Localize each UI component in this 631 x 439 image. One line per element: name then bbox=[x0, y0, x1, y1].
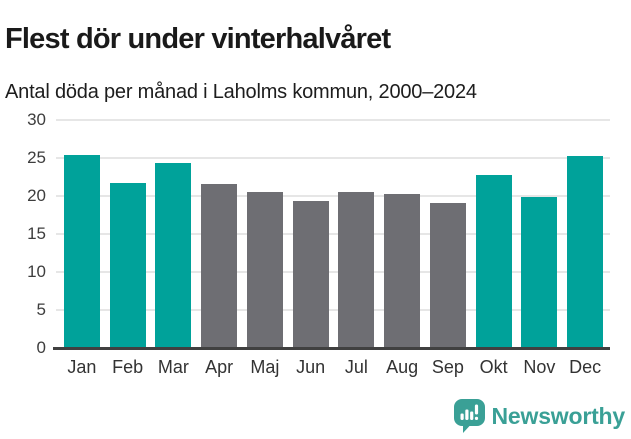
bar-jul bbox=[338, 192, 375, 348]
y-tick-label-25: 25 bbox=[27, 148, 46, 167]
bar-slot-dec bbox=[562, 120, 608, 348]
y-tick-label-10: 10 bbox=[27, 262, 46, 281]
x-tick-label-jun: Jun bbox=[296, 357, 326, 377]
bar-mar bbox=[155, 163, 192, 348]
bar-sep bbox=[429, 202, 466, 348]
y-tick-label-30: 30 bbox=[27, 110, 46, 129]
bar-jun bbox=[292, 201, 329, 348]
gridline-15 bbox=[56, 233, 610, 235]
x-axis-line bbox=[53, 347, 610, 350]
x-tick-label-dec: Dec bbox=[569, 357, 602, 377]
x-tick-label-okt: Okt bbox=[479, 357, 508, 377]
gridline-30 bbox=[56, 119, 610, 121]
x-tick-label-aug: Aug bbox=[386, 357, 419, 377]
newsworthy-wordmark: Newsworthy bbox=[491, 402, 626, 429]
x-tick-label-maj: Maj bbox=[250, 357, 280, 377]
y-tick-label-15: 15 bbox=[27, 224, 46, 243]
gridline-10 bbox=[56, 271, 610, 273]
bar-series bbox=[59, 120, 608, 348]
y-tick-label-20: 20 bbox=[27, 186, 46, 205]
gridline-20 bbox=[56, 195, 610, 197]
chart-title: Flest dör under vinterhalvåret bbox=[5, 23, 391, 56]
y-tick-label-0: 0 bbox=[36, 338, 46, 357]
x-tick-label-feb: Feb bbox=[112, 357, 144, 377]
bar-slot-apr bbox=[196, 120, 242, 348]
gridline-5 bbox=[56, 309, 610, 311]
bar-chart-speech-bubble-icon bbox=[453, 399, 485, 433]
x-tick-label-jul: Jul bbox=[344, 357, 368, 377]
bar-jan bbox=[63, 154, 100, 348]
x-tick-label-jan: Jan bbox=[67, 357, 97, 377]
x-axis-tick-labels: Jan Feb Mar Apr Maj Jun Jul Aug Sep Okt Nov Dec bbox=[59, 357, 608, 378]
x-tick-label-sep: Sep bbox=[431, 357, 464, 377]
bar-slot-okt bbox=[471, 120, 517, 348]
y-tick-label-5: 5 bbox=[36, 300, 46, 319]
x-tick-label-nov: Nov bbox=[523, 357, 556, 377]
bar-slot-jan bbox=[59, 120, 105, 348]
bar-slot-nov bbox=[517, 120, 563, 348]
x-tick-label-apr: Apr bbox=[205, 357, 234, 377]
gridline-25 bbox=[56, 157, 610, 159]
bar-feb bbox=[109, 183, 146, 348]
bar-okt bbox=[475, 175, 512, 348]
bar-slot-sep bbox=[425, 120, 471, 348]
chart-subtitle: Antal döda per månad i Laholms kommun, 2… bbox=[5, 81, 477, 103]
bar-slot-aug bbox=[379, 120, 425, 348]
bar-slot-mar bbox=[151, 120, 197, 348]
bar-slot-feb bbox=[105, 120, 151, 348]
bar-slot-jun bbox=[288, 120, 334, 348]
bar-maj bbox=[246, 192, 283, 348]
bar-aug bbox=[384, 194, 421, 348]
bar-slot-maj bbox=[242, 120, 288, 348]
x-tick-label-mar: Mar bbox=[157, 357, 189, 377]
bar-slot-jul bbox=[334, 120, 380, 348]
bar-apr bbox=[201, 183, 238, 348]
bar-dec bbox=[567, 156, 604, 348]
bar-nov bbox=[521, 196, 558, 348]
newsworthy-attribution: Newsworthy bbox=[453, 399, 626, 433]
